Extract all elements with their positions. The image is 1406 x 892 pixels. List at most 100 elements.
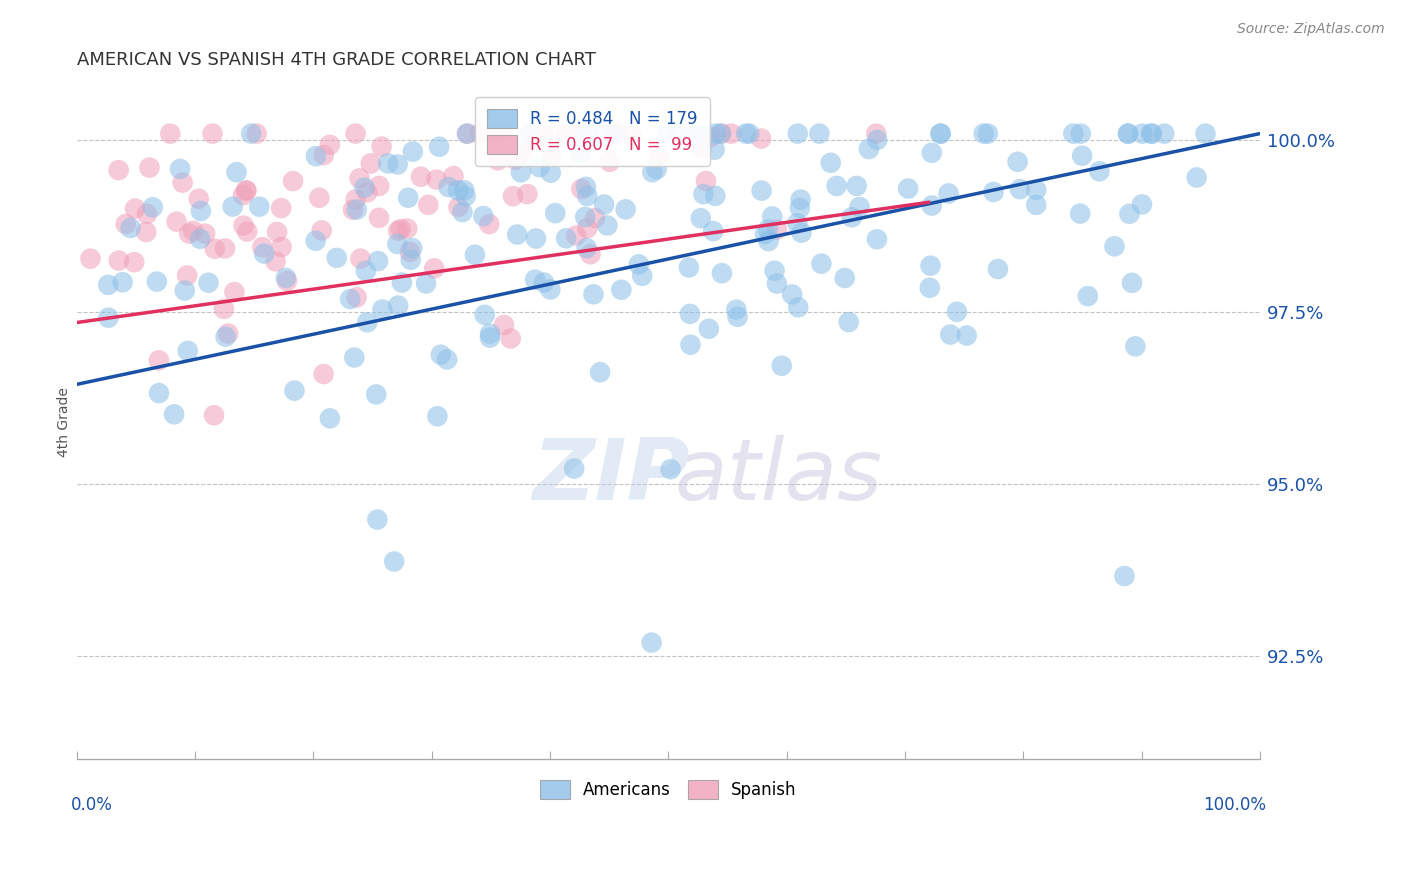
Point [346, 290, 368, 304]
Point [146, 275, 169, 289]
Point [565, 228, 588, 243]
Point [1077, 289, 1099, 303]
Point [1116, 127, 1139, 141]
Point [1071, 149, 1094, 163]
Point [451, 205, 474, 219]
Point [401, 241, 423, 255]
Point [569, 127, 592, 141]
Point [1140, 127, 1163, 141]
Point [343, 351, 366, 365]
Point [1140, 127, 1163, 141]
Point [678, 260, 700, 275]
Point [865, 127, 887, 141]
Point [236, 225, 259, 239]
Point [789, 193, 811, 207]
Point [478, 217, 501, 231]
Point [987, 262, 1010, 277]
Point [159, 127, 181, 141]
Point [593, 197, 616, 211]
Point [319, 137, 342, 152]
Point [977, 127, 1000, 141]
Point [281, 174, 304, 188]
Point [387, 236, 409, 251]
Point [399, 245, 422, 260]
Point [425, 172, 447, 186]
Point [197, 276, 219, 290]
Point [631, 268, 654, 283]
Point [367, 254, 389, 268]
Point [430, 348, 453, 362]
Text: ZIP: ZIP [533, 434, 690, 517]
Point [486, 153, 509, 168]
Point [311, 223, 333, 237]
Point [214, 329, 236, 343]
Point [569, 182, 592, 196]
Point [582, 287, 605, 301]
Point [1025, 198, 1047, 212]
Point [382, 554, 405, 568]
Point [1025, 183, 1047, 197]
Point [253, 246, 276, 260]
Point [725, 302, 748, 317]
Point [538, 283, 561, 297]
Point [921, 198, 943, 212]
Point [201, 127, 224, 141]
Point [820, 156, 842, 170]
Point [575, 241, 598, 255]
Point [173, 284, 195, 298]
Y-axis label: 4th Grade: 4th Grade [58, 387, 72, 457]
Point [519, 127, 541, 141]
Point [325, 251, 347, 265]
Point [703, 143, 725, 157]
Point [409, 169, 432, 184]
Point [97, 310, 120, 325]
Point [354, 264, 377, 278]
Point [339, 292, 361, 306]
Point [266, 225, 288, 239]
Point [610, 283, 633, 297]
Point [938, 186, 960, 201]
Point [142, 200, 165, 214]
Point [533, 128, 555, 142]
Point [1130, 197, 1153, 211]
Point [810, 257, 832, 271]
Point [1069, 206, 1091, 220]
Point [606, 127, 628, 141]
Point [786, 216, 808, 230]
Point [370, 139, 392, 153]
Point [516, 187, 538, 202]
Point [641, 165, 664, 179]
Point [689, 211, 711, 226]
Point [1121, 276, 1143, 290]
Point [787, 300, 810, 314]
Point [491, 127, 513, 141]
Point [396, 191, 419, 205]
Point [179, 227, 201, 241]
Point [166, 215, 188, 229]
Point [221, 200, 243, 214]
Point [751, 184, 773, 198]
Point [377, 156, 399, 170]
Point [387, 157, 409, 171]
Point [921, 145, 943, 160]
Text: Source: ZipAtlas.com: Source: ZipAtlas.com [1237, 22, 1385, 37]
Point [766, 277, 789, 291]
Point [929, 127, 952, 141]
Point [529, 160, 551, 174]
Point [399, 252, 422, 267]
Point [704, 189, 727, 203]
Point [786, 127, 808, 141]
Point [599, 154, 621, 169]
Point [866, 232, 889, 246]
Point [436, 352, 458, 367]
Point [727, 310, 749, 324]
Point [246, 127, 269, 141]
Text: atlas: atlas [675, 434, 882, 517]
Point [648, 150, 671, 164]
Point [735, 127, 758, 141]
Point [124, 202, 146, 216]
Point [177, 343, 200, 358]
Point [596, 219, 619, 233]
Point [368, 178, 391, 193]
Point [502, 189, 524, 203]
